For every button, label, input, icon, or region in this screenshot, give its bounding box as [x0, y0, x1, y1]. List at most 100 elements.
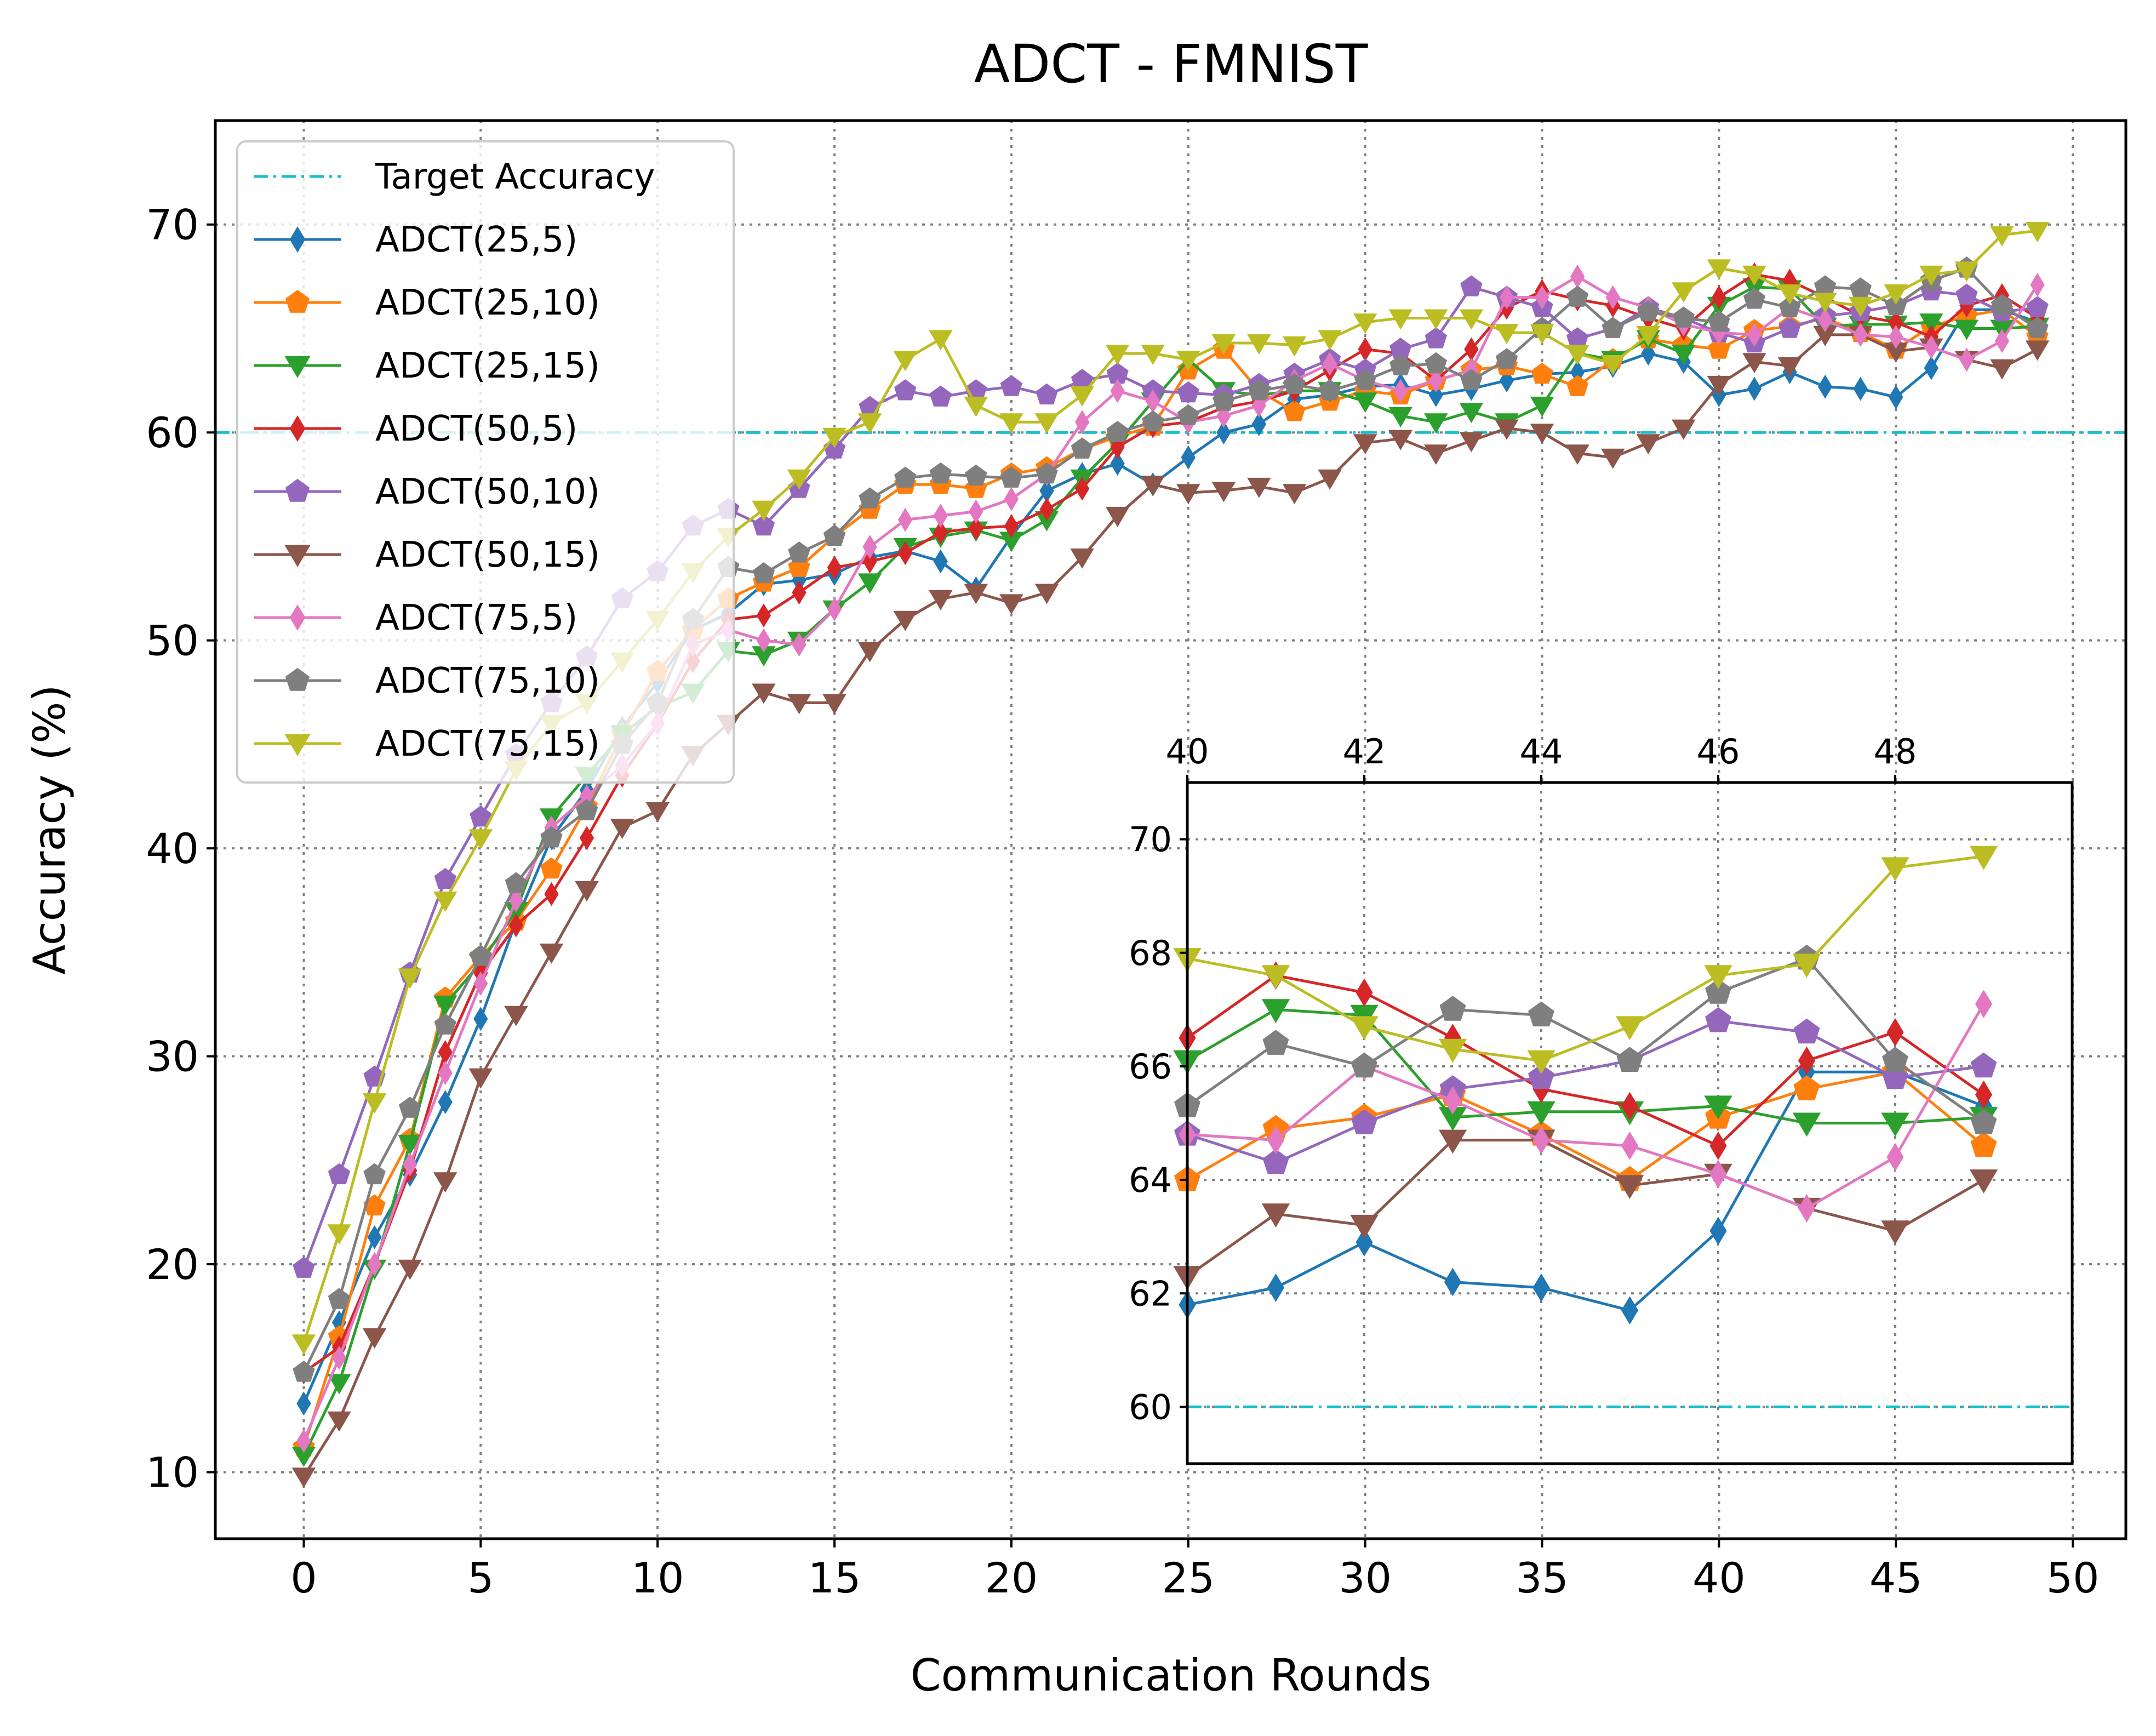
- data-point: [1000, 375, 1023, 396]
- data-point: [1460, 275, 1483, 296]
- data-point: [1176, 484, 1200, 505]
- legend-label: ADCT(50,10): [375, 472, 600, 512]
- data-point: [470, 805, 492, 827]
- data-point: [857, 642, 882, 663]
- data-point: [1991, 294, 2014, 315]
- inset-data-point: [1882, 1047, 1908, 1072]
- data-point: [964, 584, 988, 604]
- inset-data-point: [1704, 965, 1732, 989]
- data-point: [293, 1257, 315, 1278]
- inset-data-point: [1267, 1126, 1285, 1155]
- data-point: [2026, 317, 2049, 338]
- inset-series-line: [1186, 974, 1985, 1147]
- data-point: [1105, 345, 1130, 365]
- data-point: [1354, 369, 1376, 390]
- data-point: [823, 524, 846, 546]
- y-axis-label: Accuracy (%): [24, 684, 75, 974]
- inset-data-point: [1351, 1109, 1377, 1134]
- inset-series-ADCT(75,5): [1179, 990, 1993, 1223]
- data-point: [1672, 306, 1695, 328]
- data-point: [1388, 430, 1412, 450]
- data-point: [1424, 413, 1448, 434]
- data-point: [1955, 283, 1978, 305]
- data-point: [362, 1093, 387, 1114]
- inset-data-point: [1444, 1086, 1462, 1115]
- inset-data-point: [1528, 1001, 1554, 1027]
- data-point: [1141, 476, 1165, 496]
- inset-data-point: [1705, 1007, 1731, 1032]
- inset-x-axis-ticks: 40 42 44 46 48: [1166, 732, 1917, 783]
- data-point: [1990, 359, 2014, 380]
- inset-y-tick-label: 60: [1129, 1387, 1172, 1427]
- data-point: [398, 1135, 422, 1155]
- data-point: [1600, 448, 1625, 469]
- x-tick-label: 30: [1339, 1554, 1392, 1602]
- data-point: [1889, 324, 1903, 349]
- inset-data-point: [1616, 1047, 1643, 1072]
- inset-series-group: [1173, 846, 1998, 1325]
- x-tick-label: 25: [1162, 1554, 1215, 1602]
- data-point: [862, 534, 877, 559]
- inset-data-point: [1886, 1143, 1904, 1172]
- data-point: [929, 385, 952, 407]
- data-point: [434, 1013, 456, 1035]
- y-tick-label: 10: [146, 1448, 199, 1497]
- data-point: [331, 1345, 347, 1370]
- legend-label: ADCT(25,15): [375, 346, 600, 386]
- data-point: [1853, 376, 1868, 401]
- inset-x-tick-label: 40: [1166, 732, 1209, 772]
- data-point: [539, 943, 564, 964]
- inset-data-point: [1969, 846, 1998, 870]
- series-line: [302, 333, 2038, 1477]
- data-point: [1672, 282, 1696, 303]
- data-point: [645, 802, 670, 823]
- data-point: [1919, 313, 1943, 334]
- data-point: [1499, 285, 1514, 310]
- inset-series-line: [1187, 1070, 1985, 1312]
- inset-data-point: [1793, 1018, 1820, 1044]
- inset-data-point: [1261, 999, 1290, 1024]
- data-point: [1954, 261, 1979, 282]
- data-point: [433, 892, 457, 912]
- data-point: [291, 1467, 316, 1488]
- inset-data-point: [1975, 990, 1993, 1018]
- data-point: [1602, 317, 1624, 338]
- data-point: [933, 520, 948, 545]
- data-point: [398, 1259, 422, 1280]
- data-point: [505, 872, 528, 893]
- data-point: [1211, 482, 1236, 502]
- inset-x-tick-label: 42: [1343, 732, 1386, 772]
- data-point: [1959, 347, 1974, 372]
- inset-data-point: [1621, 1296, 1639, 1325]
- legend-swatch-marker: [289, 415, 306, 442]
- y-tick-label: 50: [146, 616, 199, 665]
- inset-y-tick-label: 70: [1129, 820, 1172, 860]
- data-point: [2030, 272, 2045, 297]
- data-point: [857, 413, 882, 434]
- data-point: [1106, 420, 1129, 442]
- inset-data-point: [1975, 1080, 1993, 1109]
- data-point: [1530, 396, 1554, 417]
- data-point: [929, 590, 953, 610]
- inset-data-point: [1792, 1112, 1821, 1137]
- data-point: [1251, 412, 1267, 436]
- data-point: [1743, 288, 1766, 309]
- data-point: [575, 881, 599, 901]
- data-point: [1283, 400, 1306, 421]
- inset-data-point: [1528, 1064, 1554, 1089]
- data-point: [752, 500, 776, 521]
- data-point: [473, 1007, 488, 1031]
- inset-data-point: [1886, 1018, 1904, 1047]
- data-point: [1853, 322, 1868, 347]
- data-point: [1747, 376, 1762, 401]
- data-point: [398, 1097, 421, 1118]
- x-tick-label: 15: [808, 1554, 861, 1602]
- data-point: [1282, 484, 1307, 505]
- data-point: [1425, 352, 1447, 374]
- x-tick-label: 5: [467, 1554, 494, 1602]
- inset-data-point: [1350, 1016, 1379, 1041]
- data-point: [1248, 379, 1271, 401]
- data-point: [468, 1068, 493, 1089]
- y-tick-label: 40: [146, 824, 199, 873]
- data-point: [1459, 432, 1484, 453]
